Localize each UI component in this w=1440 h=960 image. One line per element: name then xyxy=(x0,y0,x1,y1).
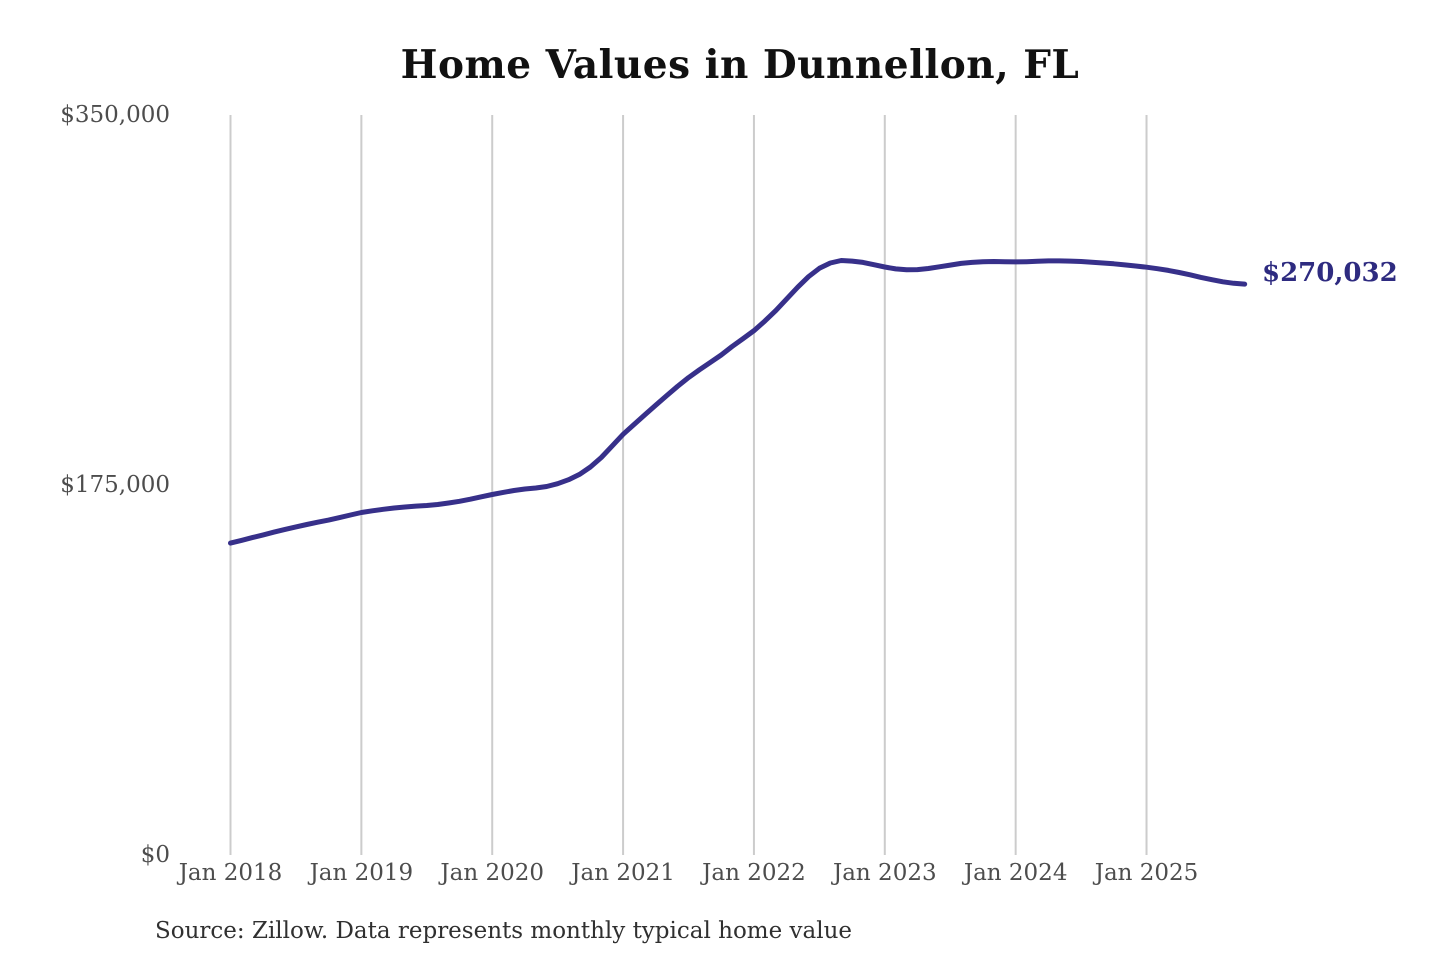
x-tick-label-jan-2025: Jan 2025 xyxy=(1094,860,1199,886)
home-value-line xyxy=(228,258,1248,546)
chart-title: Home Values in Dunnellon, FL xyxy=(400,42,1080,88)
x-tick-label-jan-2023: Jan 2023 xyxy=(833,860,937,886)
x-tick-label-jan-2019: Jan 2019 xyxy=(309,860,414,886)
x-tick-label-jan-2018: Jan 2018 xyxy=(178,860,283,886)
x-tick-label-jan-2021: Jan 2021 xyxy=(571,860,675,886)
y-tick-label-175-000: $175,000 xyxy=(60,472,170,498)
x-tick-label-jan-2020: Jan 2020 xyxy=(440,860,545,886)
source-note: Source: Zillow. Data represents monthly … xyxy=(155,918,853,944)
y-tick-label-0: $0 xyxy=(140,842,170,868)
x-tick-label-jan-2024: Jan 2024 xyxy=(963,860,1068,886)
current-value-label: $270,032 xyxy=(1262,258,1398,288)
y-tick-label-350-000: $350,000 xyxy=(60,102,170,128)
x-tick-label-jan-2022: Jan 2022 xyxy=(702,860,806,886)
